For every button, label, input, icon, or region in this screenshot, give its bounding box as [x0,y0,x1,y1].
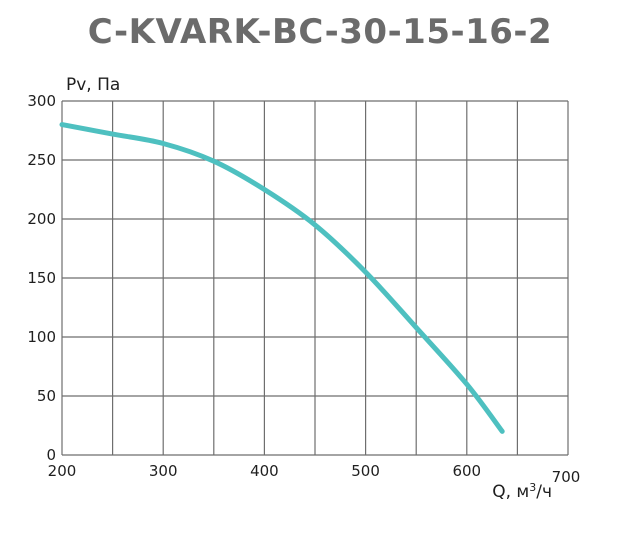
y-tick-label: 0 [46,446,56,464]
x-tick-label: 700 [552,468,581,486]
chart-ticks: 0 50 100 150 200 250 300 200 300 400 500 600 700 [27,92,580,486]
chart-title: C-KVARK-BC-30-15-16-2 [87,12,553,52]
x-axis-label-prefix: Q, м [492,482,529,502]
chart-grid [61,100,569,456]
y-tick-label: 50 [37,387,56,405]
series-line [59,122,505,434]
y-tick-label: 200 [27,210,56,228]
y-tick-label: 100 [27,328,56,346]
y-axis-label: Pv, Па [66,75,120,95]
x-tick-label: 400 [250,462,279,480]
x-tick-label: 300 [149,462,178,480]
x-axis-label: Q, м3/ч [492,481,552,503]
x-axis-label-sup: 3 [529,481,536,494]
y-tick-label: 250 [27,151,56,169]
y-tick-label: 150 [27,269,56,287]
y-tick-label: 300 [27,92,56,110]
x-tick-label: 600 [452,462,481,480]
x-tick-label: 500 [351,462,380,480]
x-axis-label-suffix: /ч [536,482,552,502]
x-tick-label: 200 [48,462,77,480]
